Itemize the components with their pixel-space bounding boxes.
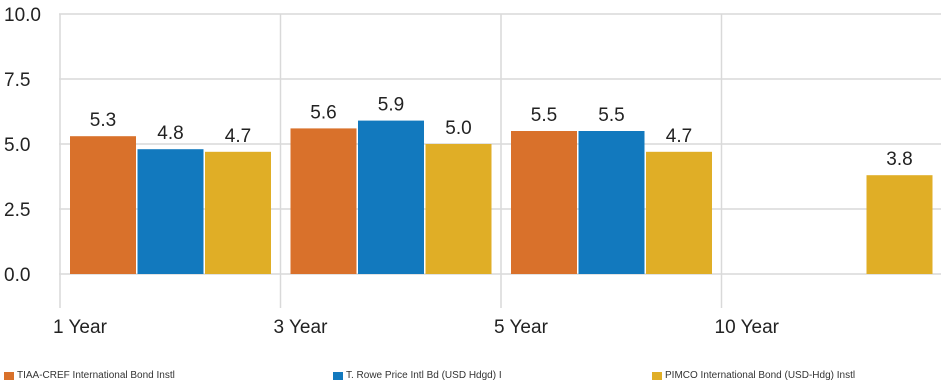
y-tick-label: 7.5 [4,70,30,91]
data-label: 4.7 [666,126,692,147]
data-label: 5.6 [310,102,336,123]
y-tick-label: 10.0 [4,5,41,26]
legend-swatch-tiaa [4,371,14,380]
y-tick-label: 0.0 [4,265,30,286]
legend-swatch-trowe [333,371,343,380]
legend-label-trowe: T. Rowe Price Intl Bd (USD Hdgd) I [346,370,502,381]
bar [866,175,933,274]
bar [290,128,357,274]
data-label: 5.5 [531,105,557,126]
y-tick-label: 5.0 [4,135,30,156]
x-tick-label: 10 Year [715,317,780,338]
legend-item-pimco: PIMCO International Bond (USD-Hdg) Instl [652,370,855,381]
legend-item-trowe: T. Rowe Price Intl Bd (USD Hdgd) I [333,370,502,381]
data-label: 3.8 [886,149,912,170]
bar [137,149,204,274]
bar [646,151,712,274]
data-label: 5.9 [378,95,404,116]
legend-swatch-pimco [652,371,662,380]
data-label: 5.5 [598,105,624,126]
legend-label-pimco: PIMCO International Bond (USD-Hdg) Instl [665,370,856,381]
y-tick-label: 2.5 [4,200,30,221]
legend: TIAA-CREF International Bond Instl T. Ro… [0,370,941,388]
data-label: 4.7 [225,126,251,147]
bar [425,144,492,274]
bar [70,136,136,274]
x-tick-label: 5 Year [494,317,549,338]
bar [511,131,577,274]
legend-item-tiaa: TIAA-CREF International Bond Instl [4,370,175,381]
legend-label-tiaa: TIAA-CREF International Bond Instl [17,370,175,381]
bar [358,120,424,274]
data-label: 5.0 [445,118,471,139]
data-label: 5.3 [90,110,116,131]
x-tick-label: 1 Year [53,317,108,338]
data-label: 4.8 [157,123,183,144]
x-tick-label: 3 Year [274,317,329,338]
bar [205,151,271,274]
bar [578,131,645,274]
